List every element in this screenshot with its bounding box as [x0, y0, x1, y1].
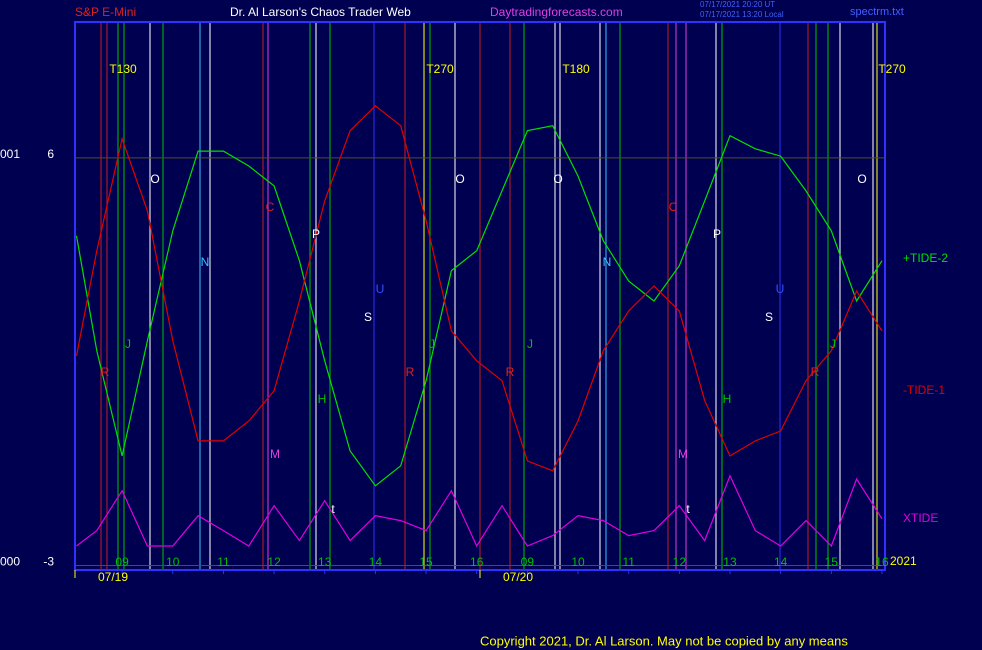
annotation: N: [201, 255, 210, 269]
annotation: J: [429, 337, 435, 351]
series-line: [75, 105, 883, 472]
annotation: C: [669, 200, 678, 214]
annotation: R: [406, 365, 415, 379]
y-tick-label: 6: [47, 147, 54, 161]
y-side-label: 000: [0, 555, 20, 569]
time-local: 07/17/2021 13:20 Local: [700, 10, 784, 19]
annotation: O: [857, 172, 866, 186]
x-tick-label: 15: [825, 555, 839, 569]
annotation: R: [811, 365, 820, 379]
annotation: R: [506, 365, 515, 379]
y-side-label: 001: [0, 147, 20, 161]
annotation: O: [553, 172, 562, 186]
x-tick-label: 16: [470, 555, 484, 569]
legend-entry: +TIDE-2: [903, 251, 948, 265]
annotation: M: [270, 447, 280, 461]
annotation: J: [830, 337, 836, 351]
time-lines: [100, 22, 878, 570]
annotation: P: [312, 227, 320, 241]
x-tick-label: 13: [318, 555, 332, 569]
x-tick-label: 11: [217, 555, 230, 569]
annotation: J: [527, 337, 533, 351]
annotation: H: [318, 392, 327, 406]
legend-entry: XTIDE: [903, 511, 938, 525]
annotation: H: [723, 392, 732, 406]
file: spectrm.txt: [850, 6, 904, 18]
x-tick-label: 12: [673, 555, 687, 569]
annotation: M: [678, 447, 688, 461]
x-tick-label: 14: [774, 555, 788, 569]
x-tick-label: 10: [166, 555, 180, 569]
header-title: Dr. Al Larson's Chaos Trader Web: [230, 5, 411, 19]
copyright: Copyright 2021, Dr. Al Larson. May not b…: [480, 633, 848, 648]
x-tick-label: 09: [521, 555, 535, 569]
x-tick-label: 12: [267, 555, 281, 569]
annotation: R: [101, 365, 110, 379]
x-tick-label: 16: [875, 555, 889, 569]
annotation: C: [266, 200, 275, 214]
series-line: [76, 474, 883, 548]
annotation: O: [150, 172, 159, 186]
site: Daytradingforecasts.com: [490, 5, 623, 19]
annotation: U: [776, 282, 785, 296]
symbol: S&P E-Mini: [75, 5, 136, 19]
annotation: T270: [878, 62, 906, 76]
legend-entry: -TIDE-1: [903, 383, 945, 397]
annotation: P: [713, 227, 721, 241]
x-tick-label: 09: [115, 555, 129, 569]
annotation: S: [765, 310, 773, 324]
annotation: T180: [562, 62, 590, 76]
annotation: T130: [109, 62, 137, 76]
annotation: t: [686, 502, 690, 516]
x-tick-label: 14: [369, 555, 383, 569]
time-ut: 07/17/2021 20:20 UT: [700, 0, 775, 9]
series-line: [75, 125, 883, 487]
x-tick-label: 13: [723, 555, 737, 569]
annotation: N: [603, 255, 612, 269]
y-tick-label: -3: [43, 555, 54, 569]
date-label: 07/19: [98, 570, 128, 584]
x-tick-label: 10: [571, 555, 585, 569]
annotation: S: [364, 310, 372, 324]
annotation: U: [376, 282, 385, 296]
date-label: 07/20: [503, 570, 533, 584]
annotation: O: [455, 172, 464, 186]
x-tick-label: 11: [622, 555, 635, 569]
annotation: J: [125, 337, 131, 351]
x-tick-label: 15: [419, 555, 433, 569]
annotation: T270: [426, 62, 454, 76]
annotation: t: [331, 502, 335, 516]
year-label: 2021: [890, 554, 917, 568]
